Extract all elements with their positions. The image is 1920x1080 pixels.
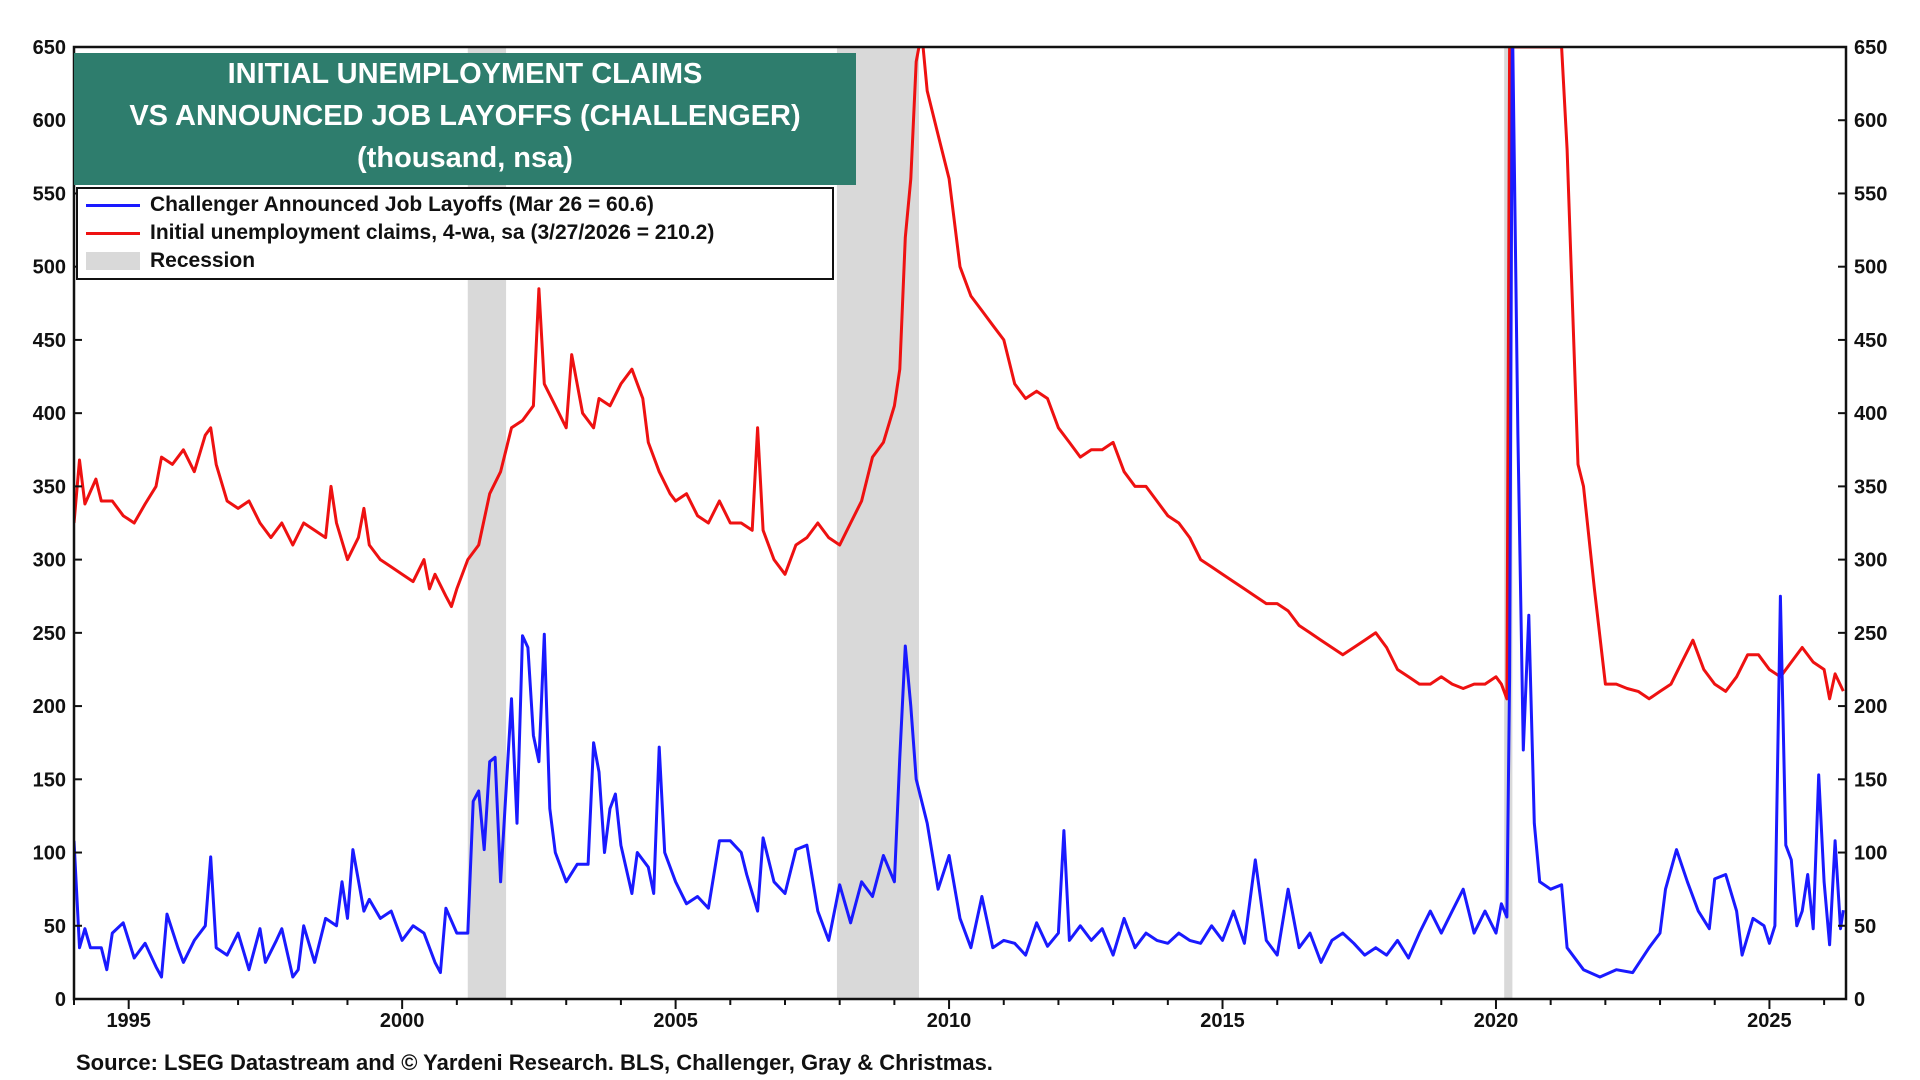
x-tick-label-2020: 2020	[1474, 1010, 1519, 1032]
legend-label-claims: Initial unemployment claims, 4-wa, sa (3…	[150, 221, 715, 244]
y-tick-label-right-550: 550	[1854, 183, 1887, 205]
y-tick-label-right-450: 450	[1854, 330, 1887, 352]
y-tick-label-right-150: 150	[1854, 769, 1887, 791]
legend-item-layoffs: Challenger Announced Job Layoffs (Mar 26…	[86, 191, 654, 219]
y-tick-label-left-650: 650	[33, 37, 66, 59]
y-tick-label-left-350: 350	[33, 476, 66, 498]
y-tick-label-right-250: 250	[1854, 623, 1887, 645]
y-tick-label-left-150: 150	[33, 769, 66, 791]
y-tick-label-left-400: 400	[33, 403, 66, 425]
title-line-1: INITIAL UNEMPLOYMENT CLAIMS	[227, 58, 703, 90]
x-tick-label-2000: 2000	[380, 1010, 425, 1032]
x-tick-label-2005: 2005	[653, 1010, 698, 1032]
y-tick-label-right-300: 300	[1854, 550, 1887, 572]
legend-swatch-recession	[86, 252, 140, 270]
y-tick-label-left-0: 0	[55, 989, 66, 1011]
series-line-layoffs	[74, 47, 1845, 979]
y-tick-label-left-500: 500	[33, 257, 66, 279]
y-tick-label-left-600: 600	[33, 110, 66, 132]
x-tick-label-2010: 2010	[927, 1010, 972, 1032]
chart-title: INITIAL UNEMPLOYMENT CLAIMS VS ANNOUNCED…	[74, 53, 856, 185]
x-tick-label-2015: 2015	[1200, 1010, 1245, 1032]
y-tick-label-left-250: 250	[33, 623, 66, 645]
y-tick-label-right-600: 600	[1854, 110, 1887, 132]
y-tick-label-left-550: 550	[33, 183, 66, 205]
y-tick-label-right-350: 350	[1854, 476, 1887, 498]
y-tick-label-right-100: 100	[1854, 843, 1887, 865]
source-note: Source: LSEG Datastream and © Yardeni Re…	[76, 1050, 993, 1075]
series-lines	[74, 47, 1845, 979]
legend-item-recession: Recession	[86, 247, 255, 275]
y-tick-label-left-50: 50	[44, 916, 66, 938]
y-tick-label-right-500: 500	[1854, 257, 1887, 279]
x-tick-label-2025: 2025	[1747, 1010, 1792, 1032]
y-tick-label-left-200: 200	[33, 696, 66, 718]
y-tick-label-right-50: 50	[1854, 916, 1876, 938]
y-tick-label-left-450: 450	[33, 330, 66, 352]
title-line-2: VS ANNOUNCED JOB LAYOFFS (CHALLENGER)	[129, 100, 801, 132]
legend-swatch-layoffs	[86, 203, 140, 207]
legend-label-recession: Recession	[150, 249, 256, 272]
title-line-3: (thousand, nsa)	[357, 142, 573, 174]
x-tick-label-1995: 1995	[106, 1010, 151, 1032]
y-tick-label-right-650: 650	[1854, 37, 1887, 59]
legend-label-layoffs: Challenger Announced Job Layoffs (Mar 26…	[150, 193, 654, 216]
y-tick-label-left-300: 300	[33, 550, 66, 572]
y-tick-label-right-0: 0	[1854, 989, 1865, 1011]
y-tick-label-right-400: 400	[1854, 403, 1887, 425]
legend-swatch-claims	[86, 231, 140, 235]
legend-item-claims: Initial unemployment claims, 4-wa, sa (3…	[86, 219, 714, 247]
legend: Challenger Announced Job Layoffs (Mar 26…	[76, 187, 834, 280]
y-tick-label-right-200: 200	[1854, 696, 1887, 718]
y-tick-label-left-100: 100	[33, 843, 66, 865]
plot-frame	[72, 45, 1848, 1001]
series-line-claims	[74, 47, 1845, 701]
axes: 0 0 50 50 100 100 150 150 200 200 250 250 300 300 350 3…	[33, 37, 1888, 1032]
